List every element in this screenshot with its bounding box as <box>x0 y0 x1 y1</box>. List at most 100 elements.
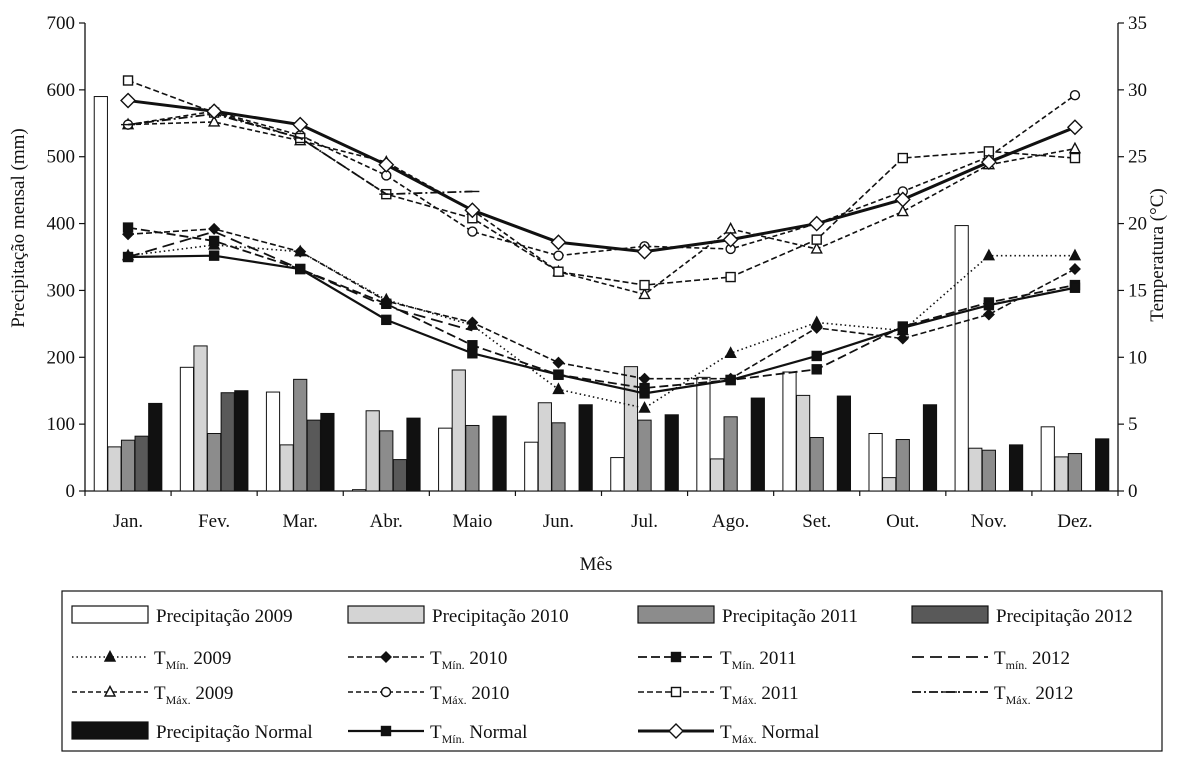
point-min-2011-fev <box>210 236 219 245</box>
y-right-tick-label: 10 <box>1128 347 1147 368</box>
bar-precipitacao-2011-dez <box>1068 454 1081 491</box>
line-min-normal <box>128 256 1075 394</box>
series-max-2011 <box>124 76 1080 290</box>
point-max-normal-jun <box>551 235 565 249</box>
legend-swatch <box>72 722 148 739</box>
bar-precipitacao-normal-abr <box>407 418 420 491</box>
bar-precipitacao-2011-set <box>810 438 823 491</box>
point-min-2011-jan <box>124 223 133 232</box>
point-max-2010-maio <box>468 227 477 236</box>
bar-precipitacao-2011-jul <box>638 420 651 491</box>
bar-precipitacao-2010-maio <box>452 370 465 491</box>
y-right-tick-label: 35 <box>1128 13 1147 34</box>
x-tick-label: Out. <box>886 511 919 532</box>
bar-precipitacao-2010-out <box>883 478 896 491</box>
x-tick-label: Ago. <box>712 511 749 532</box>
y-axis-right-title: Temperatura (°C) <box>1147 188 1168 321</box>
y-right-tick-label: 5 <box>1128 414 1138 435</box>
x-tick-label: Jun. <box>543 511 574 532</box>
point-max-normal-jan <box>121 94 135 108</box>
legend-label: Precipitação 2011 <box>722 606 858 627</box>
bar-precipitacao-2010-set <box>797 395 810 491</box>
bar-precipitacao-2009-ago <box>697 377 710 491</box>
line-max-2009 <box>128 122 1075 294</box>
point-max-2009-dez <box>1070 143 1080 153</box>
y-left-tick-label: 500 <box>47 147 76 168</box>
x-axis-title: Mês <box>580 554 613 575</box>
x-tick-label: Dez. <box>1057 511 1092 532</box>
bar-precipitacao-2011-out <box>896 440 909 491</box>
y-axis-left-title: Precipitação mensal (mm) <box>8 128 29 327</box>
bar-precipitacao-2010-mar <box>280 445 293 491</box>
point-min-2009-jul <box>640 403 650 413</box>
bar-precipitacao-normal-maio <box>493 416 506 491</box>
x-tick-label: Abr. <box>370 511 403 532</box>
line-max-2011 <box>128 80 1075 285</box>
point-min-2009-dez <box>1070 250 1080 260</box>
point-min-2010-jul <box>640 374 650 384</box>
point-min-normal-abr <box>382 315 391 324</box>
bar-precipitacao-2010-fev <box>194 346 207 491</box>
legend-label: Precipitação Normal <box>156 722 313 743</box>
bar-precipitacao-2012-jan <box>135 436 148 491</box>
legend-swatch <box>348 606 424 623</box>
point-max-2011-jun <box>554 267 563 276</box>
y-right-tick-label: 20 <box>1128 214 1147 235</box>
point-max-2010-jun <box>554 251 563 260</box>
point-max-normal-set <box>810 217 824 231</box>
bar-precipitacao-normal-jul <box>665 415 678 491</box>
point-min-normal-jul <box>640 389 649 398</box>
legend-swatch <box>72 606 148 623</box>
legend: Precipitação 2009 Precipitação 2010 Precip… <box>62 591 1162 751</box>
point-max-normal-mar <box>293 118 307 132</box>
legend-marker <box>672 688 681 697</box>
point-min-normal-maio <box>468 349 477 358</box>
x-tick-label: Jul. <box>631 511 658 532</box>
bar-precipitacao-2010-jun <box>538 403 551 491</box>
bar-precipitacao-2011-maio <box>466 425 479 491</box>
point-max-2010-dez <box>1070 91 1079 100</box>
bar-precipitacao-2011-mar <box>294 379 307 491</box>
bar-precipitacao-2011-ago <box>724 417 737 491</box>
y-right-tick-label: 30 <box>1128 80 1147 101</box>
legend-label: Precipitação 2012 <box>996 606 1133 627</box>
bar-precipitacao-normal-out <box>923 405 936 491</box>
precipitation-bars <box>94 97 1109 491</box>
bar-precipitacao-2010-abr <box>366 411 379 491</box>
legend-label: TMín. 2011 <box>720 648 797 672</box>
bar-precipitacao-2009-jan <box>94 97 107 491</box>
bar-precipitacao-normal-jun <box>579 405 592 491</box>
point-max-2011-ago <box>726 273 735 282</box>
point-max-normal-out <box>896 193 910 207</box>
series-min-normal <box>124 251 1080 398</box>
series-max-2010 <box>124 91 1080 260</box>
legend-label: TMín. 2009 <box>154 648 231 672</box>
bar-precipitacao-normal-fev <box>235 391 248 491</box>
point-max-normal-abr <box>379 158 393 172</box>
x-tick-label: Fev. <box>198 511 230 532</box>
bar-precipitacao-2010-nov <box>969 448 982 491</box>
point-min-normal-mar <box>296 265 305 274</box>
temperature-lines <box>121 76 1082 412</box>
point-max-2011-jan <box>124 76 133 85</box>
legend-label: Precipitação 2010 <box>432 606 569 627</box>
bar-precipitacao-normal-set <box>837 396 850 491</box>
x-tick-label: Maio <box>452 511 492 532</box>
y-left-tick-label: 300 <box>47 280 76 301</box>
bar-precipitacao-2009-set <box>783 372 796 491</box>
bar-precipitacao-2009-nov <box>955 226 968 491</box>
bar-precipitacao-2009-jul <box>611 458 624 491</box>
y-left-tick-label: 600 <box>47 80 76 101</box>
bar-precipitacao-2010-dez <box>1055 457 1068 491</box>
point-min-normal-jun <box>554 370 563 379</box>
point-max-2009-ago <box>726 223 736 233</box>
point-min-normal-fev <box>210 251 219 260</box>
bar-precipitacao-2009-maio <box>439 428 452 491</box>
legend-marker <box>672 653 681 662</box>
bar-precipitacao-normal-mar <box>321 413 334 491</box>
point-min-normal-nov <box>984 301 993 310</box>
series-min-2009 <box>123 239 1080 412</box>
bar-precipitacao-normal-dez <box>1096 439 1109 491</box>
bar-precipitacao-normal-ago <box>751 398 764 491</box>
point-min-2010-dez <box>1070 264 1080 274</box>
